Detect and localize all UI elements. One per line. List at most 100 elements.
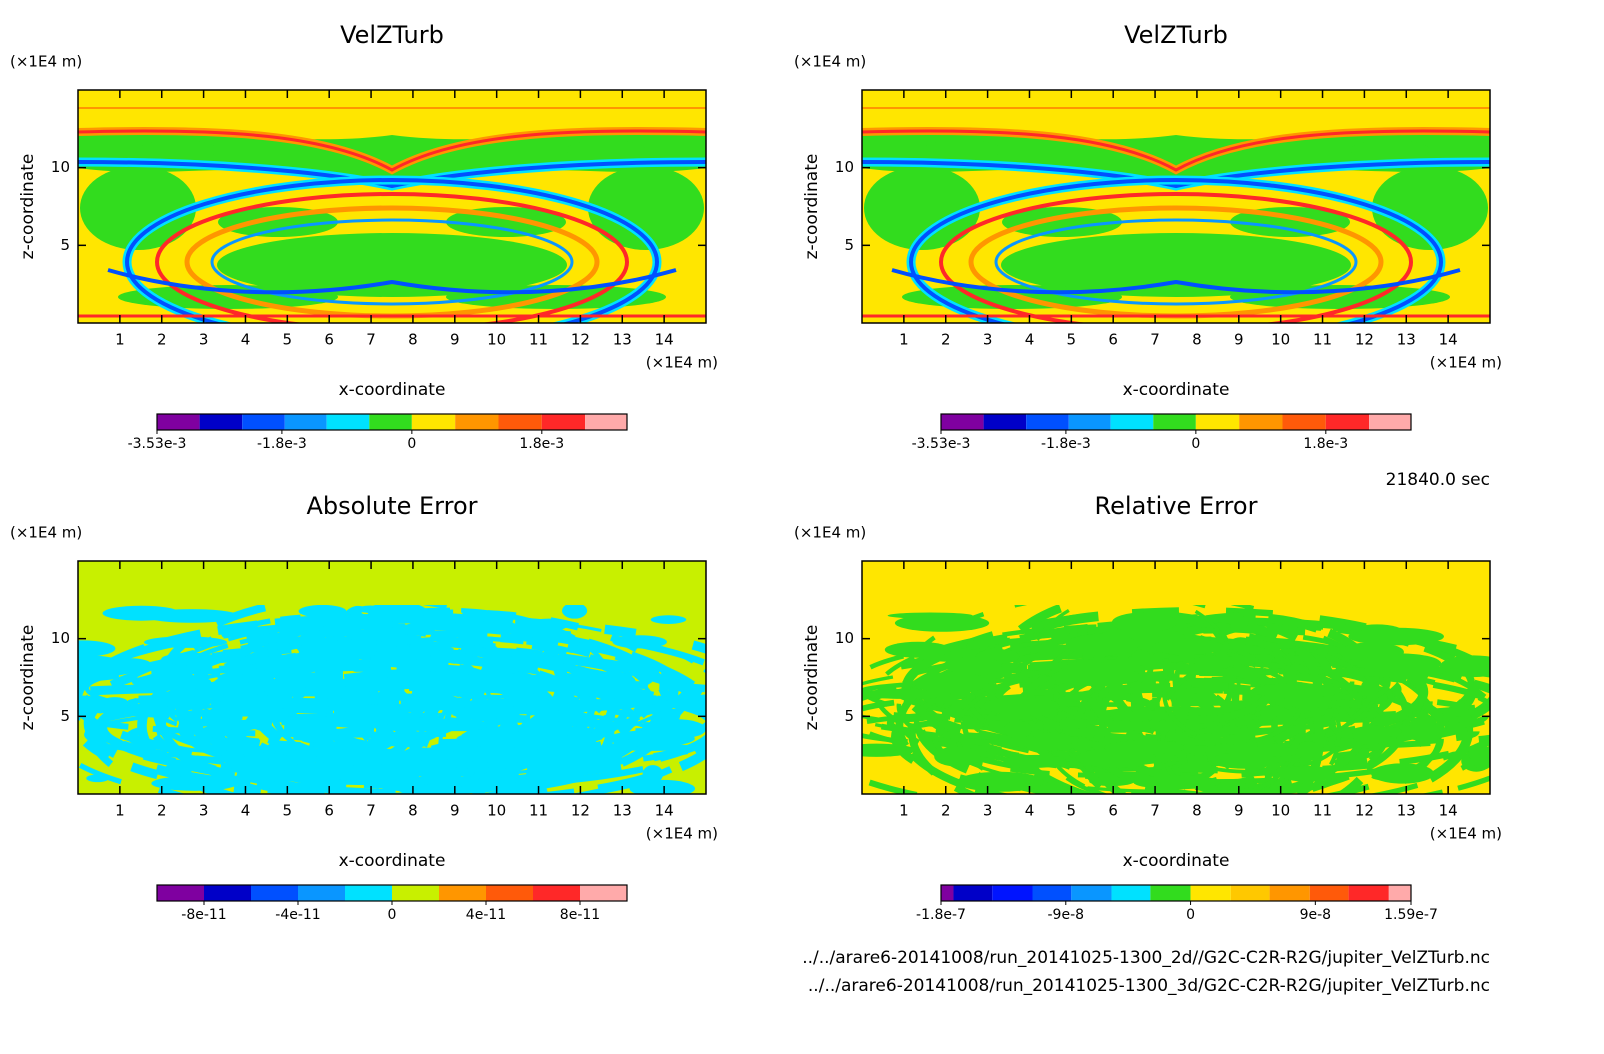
colorbar-segment [251,885,298,901]
field-region [864,166,980,250]
contour-field [78,90,706,323]
field-region [890,715,929,722]
field-region [591,671,636,694]
field-region [550,754,620,773]
field-region [1089,777,1135,787]
field-contour [191,646,558,789]
x-tick-label: 3 [199,802,209,820]
x-tick-label: 12 [571,802,590,820]
colorbar-segment [1348,885,1389,901]
field-region [1194,655,1225,675]
colorbar-tick-label: -3.53e-3 [912,436,971,452]
field-region [296,698,314,714]
field-region [78,695,107,708]
field-contour [78,160,706,189]
field-region [78,662,127,680]
x-tick-label: 11 [1313,331,1332,349]
x-tick-label: 9 [450,331,460,349]
colorbar-frame [940,884,1412,902]
x-tick-label: 12 [571,331,590,349]
colorbar-frame [940,413,1412,431]
x-tick-label: 13 [1397,802,1416,820]
x-tick-label: 5 [1067,331,1077,349]
x-tick-label: 3 [199,331,209,349]
x-tick-label: 8 [1192,331,1202,349]
colorbar-tick-label: -1.8e-3 [257,436,307,452]
colorbar-segment [199,414,243,430]
plot-frame [77,560,707,795]
field-contour [966,626,1425,767]
field-region [1297,741,1319,759]
colorbar-segment [411,414,456,430]
field-region [1210,752,1279,769]
x-tick-label: 5 [283,802,293,820]
field-region [294,728,318,742]
field-contour [862,634,1391,731]
panel-title: Relative Error [1095,492,1258,520]
field-contour [1075,645,1370,794]
file-path: ../../arare6-20141008/run_20141025-1300_… [802,948,1490,968]
colorbar-segment [1369,414,1411,430]
panel-title: VelZTurb [340,21,444,49]
field-region [292,664,325,672]
x-tick-label: 10 [1271,331,1290,349]
field-region [217,233,567,297]
x-tick-label: 4 [1025,802,1035,820]
field-region [862,688,951,699]
colorbar-segment [1230,885,1270,901]
x-tick-label: 9 [450,802,460,820]
field-region [1003,754,1067,768]
x-unit-label: (×1E4 m) [1430,354,1502,372]
x-tick-label: 7 [1150,802,1160,820]
field-region [588,166,704,250]
field-region [1152,638,1225,655]
field-contour [215,684,611,746]
field-region [1371,763,1435,784]
field-contour [84,698,638,738]
x-axis-label: x-coordinate [1123,380,1230,400]
colorbar-segment [1071,885,1112,901]
y-unit-label: (×1E4 m) [10,524,82,542]
field-region [160,691,191,706]
colorbar-segment [941,885,954,901]
panel-title: VelZTurb [1124,21,1228,49]
colorbar-segment [1032,885,1072,901]
colorbar-segment [392,885,439,901]
field-region [1225,746,1305,757]
colorbar-segment [1269,885,1310,901]
field-region [1104,740,1186,755]
colorbar-tick-label: 1.59e-7 [1384,907,1438,923]
x-tick-label: 1 [115,802,125,820]
y-tick-label: 10 [51,629,70,647]
x-tick-label: 10 [487,331,506,349]
colorbar-tick-label: -8e-11 [181,907,226,923]
field-region [1111,612,1177,633]
field-region [1350,725,1403,737]
x-unit-label: (×1E4 m) [646,354,718,372]
field-region [1251,683,1342,698]
y-axis-label: z-coordinate [802,625,822,731]
x-axis-label: x-coordinate [339,851,446,871]
colorbar-tick-label: 0 [1186,907,1195,923]
colorbar-segment [1282,414,1326,430]
colorbar-segment [439,885,486,901]
colorbar-segment [1068,414,1111,430]
field-region [642,765,664,784]
y-unit-label: (×1E4 m) [794,53,866,71]
field-region [312,608,351,626]
field-region [894,614,990,632]
colorbar-segment [580,885,627,901]
colorbar-segment [533,885,580,901]
colorbar-segment [1111,885,1151,901]
field-region [78,640,116,657]
x-tick-label: 4 [241,802,251,820]
x-tick-label: 2 [941,802,951,820]
field-region [1051,667,1142,687]
x-tick-label: 1 [899,802,909,820]
colorbar-segment [1190,885,1231,901]
colorbar-segment [157,414,200,430]
file-path: ../../arare6-20141008/run_20141025-1300_… [808,976,1490,996]
colorbar-segment [1153,414,1196,430]
field-contour [241,609,677,777]
